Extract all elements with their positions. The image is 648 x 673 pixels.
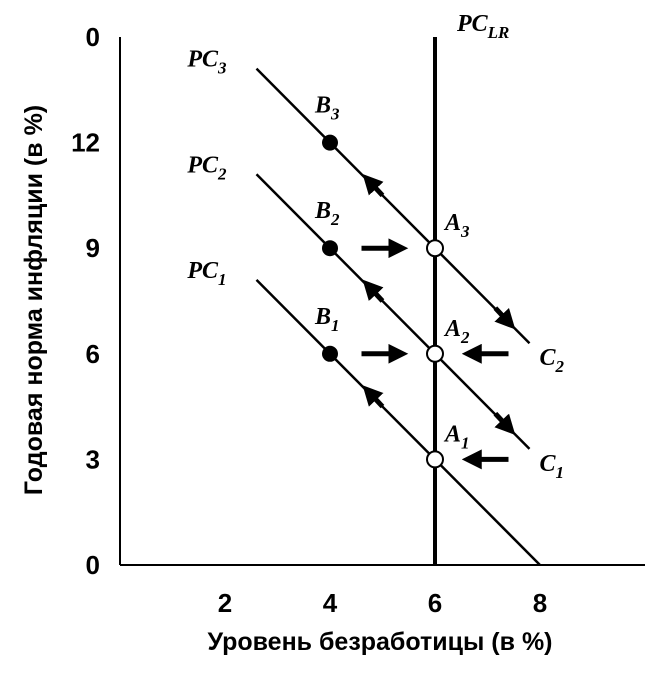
y-tick-label: 9 [86, 233, 100, 263]
point-label-sub: 3 [460, 222, 470, 241]
end-label: C2 [540, 345, 565, 376]
point-label-sub: 2 [330, 210, 340, 229]
curve [255, 67, 531, 345]
x-tick-label: 2 [218, 588, 232, 618]
arrow [493, 411, 516, 436]
point-label: B1 [314, 304, 340, 335]
end-label-main: C [540, 451, 557, 477]
point-label-main: A [443, 316, 461, 342]
curve-label-sub: 2 [217, 164, 227, 183]
curve-label: PCLR [456, 11, 509, 42]
x-tick-label: 4 [323, 588, 338, 618]
end-label: C1 [540, 451, 565, 482]
curve-label-main: PC [186, 47, 219, 73]
point-label: B3 [314, 93, 340, 124]
point-label-main: B [314, 93, 331, 119]
x-tick-label: 6 [428, 588, 442, 618]
curve [255, 278, 541, 566]
point [322, 134, 338, 151]
curve-label-sub: 1 [218, 270, 227, 289]
arrow [362, 279, 385, 303]
curve-label-main: PC [186, 152, 219, 178]
point-label-sub: 1 [461, 433, 470, 452]
point-label: A2 [443, 316, 470, 347]
end-label-sub: 1 [556, 463, 565, 482]
x-axis-label: Уровень безработицы (в %) [207, 628, 552, 656]
arrow [362, 385, 385, 409]
curve-label: PC2 [186, 152, 227, 183]
end-label-main: C [540, 345, 557, 371]
curve-label: PC3 [186, 47, 227, 78]
arrow [362, 174, 385, 198]
point-label: B2 [314, 198, 340, 229]
y-axis-label: Годовая норма инфляции (в %) [20, 105, 48, 495]
point [322, 345, 338, 362]
point-label-main: A [443, 210, 461, 236]
point [426, 344, 444, 363]
y-tick-label: 0 [86, 22, 100, 52]
curve-label-main: PC [456, 11, 489, 37]
point [426, 239, 444, 258]
y-tick-label: 6 [86, 339, 100, 369]
point-label-sub: 2 [460, 328, 470, 347]
curve [255, 173, 531, 450]
curve-label-sub: LR [487, 23, 510, 42]
point-label-main: B [314, 198, 331, 224]
point [426, 450, 444, 469]
point-label: A1 [443, 421, 470, 452]
end-label-sub: 2 [555, 357, 565, 376]
point-label-sub: 3 [330, 105, 340, 124]
arrow [493, 306, 516, 330]
point-label-sub: 1 [331, 316, 340, 335]
point-label: A3 [443, 210, 470, 241]
curve-label-main: PC [186, 258, 219, 284]
y-tick-label: 3 [86, 444, 100, 474]
y-tick-label: 12 [71, 128, 100, 158]
curve-label: PC1 [186, 258, 226, 289]
point-label-main: A [443, 421, 461, 447]
x-tick-label: 8 [533, 588, 547, 618]
curve-label-sub: 3 [217, 59, 227, 78]
point [322, 240, 338, 257]
point-label-main: B [314, 304, 331, 330]
y-tick-label: 0 [86, 550, 100, 580]
